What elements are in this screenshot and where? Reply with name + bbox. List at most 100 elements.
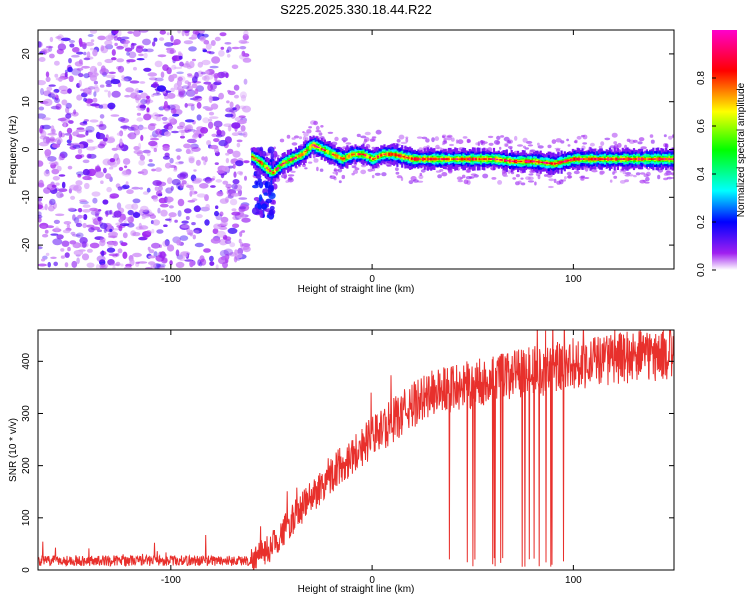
spectrogram-tone-cell [507, 160, 510, 162]
spectrogram-noise-cell [241, 217, 251, 223]
spectrogram-tone-cell [558, 161, 562, 164]
spectrogram-noise-cell [221, 165, 230, 172]
spectrogram-tone-cell [537, 161, 541, 163]
spectrogram-tone-cell [608, 158, 611, 160]
spectrogram-noise-cell [194, 242, 204, 248]
spectrogram-tone-cell [599, 158, 602, 160]
spectrogram-tone-cell [354, 151, 357, 157]
spectrogram-tone-cell [257, 160, 260, 162]
spectrogram-noise-cell [210, 185, 216, 188]
spectrogram-y-axis-title: Frequency (Hz) [8, 116, 19, 185]
spectrogram-noise-cell [119, 138, 123, 146]
spectrogram-noise-cell [131, 203, 139, 210]
spectrogram-speckle-cell [624, 174, 631, 177]
spectrogram-speckle-cell [315, 130, 322, 133]
spectrogram-noise-cell [104, 58, 114, 64]
spectrogram-noise-cell [158, 106, 165, 111]
spectrogram-noise-cell [209, 261, 215, 266]
spectrogram-speckle-cell [283, 172, 288, 178]
spectrogram-noise-cell [235, 104, 240, 111]
spectrogram-noise-cell [173, 39, 181, 45]
spectrogram-noise-cell [81, 65, 91, 69]
spectrogram-noise-cell [105, 74, 116, 79]
spectrogram-noise-cell [176, 125, 184, 130]
spectrogram-tone-cell [517, 160, 520, 163]
spectrogram-x-tick-label: 0 [369, 274, 375, 285]
spectrogram-speckle-cell [338, 180, 342, 184]
spectrogram-tone-cell [618, 158, 621, 160]
spectrogram-noise-cell [41, 124, 52, 130]
spectrogram-noise-cell [107, 90, 111, 98]
spectrogram-tone-cell [578, 158, 581, 160]
spectrogram-noise-cell [77, 148, 83, 154]
spectrogram-noise-cell [78, 79, 82, 88]
spectrogram-noise-cell [208, 51, 215, 55]
spectrogram-tone-cell [339, 157, 343, 159]
spectrogram-noise-cell [146, 149, 151, 157]
spectrogram-tone-cell [547, 162, 550, 164]
spectrogram-speckle-cell [442, 135, 445, 139]
spectrogram-noise-cell [159, 251, 166, 259]
spectrogram-noise-cell [202, 49, 208, 53]
spectrogram-noise-cell [119, 223, 130, 227]
spectrogram-noise-cell [38, 113, 47, 119]
spectrogram-noise-cell [117, 65, 125, 73]
spectrogram-noise-cell [157, 54, 167, 58]
spectrogram-speckle-cell [354, 167, 360, 171]
spectrogram-noise-cell [203, 81, 212, 85]
spectrogram-noise-cell [242, 131, 248, 138]
spectrogram-tone-cell [645, 157, 648, 161]
spectrogram-noise-cell [191, 134, 199, 140]
spectrogram-speckle-cell [408, 180, 414, 185]
spectrogram-noise-cell [111, 57, 117, 61]
spectrogram-noise-cell [233, 171, 237, 178]
spectrogram-noise-cell [171, 178, 181, 186]
spectrogram-tone-cell [391, 153, 394, 156]
snr-x-tick-label: 100 [565, 575, 582, 586]
spectrogram-noise-cell [105, 80, 113, 86]
spectrogram-noise-cell [156, 181, 167, 187]
spectrogram-tone-cell [298, 154, 301, 158]
spectrogram-tone-cell [431, 158, 434, 160]
spectrogram-noise-cell [72, 144, 82, 149]
spectrogram-noise-cell [95, 171, 104, 178]
spectrogram-speckle-cell [537, 145, 544, 149]
spectrogram-tone-cell [404, 155, 407, 159]
spectrogram-noise-cell [109, 193, 120, 199]
spectrogram-tone-cell [533, 160, 536, 163]
spectrogram-noise-cell [151, 168, 156, 172]
spectrogram-speckle-cell [293, 135, 300, 139]
spectrogram-noise-cell [216, 169, 225, 174]
spectrogram-noise-cell [49, 36, 54, 43]
spectrogram-tone-cell [331, 153, 334, 155]
spectrogram-noise-cell [199, 183, 209, 189]
spectrogram-noise-cell [111, 90, 121, 98]
spectrogram-noise-cell [169, 157, 174, 164]
spectrogram-noise-cell [83, 73, 90, 79]
spectrogram-noise-cell [51, 91, 58, 98]
spectrogram-noise-cell [139, 81, 146, 84]
spectrogram-noise-cell [130, 89, 139, 96]
spectrogram-speckle-cell [507, 145, 513, 149]
spectrogram-speckle-cell [583, 177, 590, 179]
spectrogram-tone-cell [351, 153, 354, 156]
spectrogram-speckle-cell [470, 173, 477, 176]
spectrogram-tone-cell [620, 158, 623, 160]
spectrogram-noise-cell [181, 253, 188, 258]
spectrogram-tone-cell [396, 154, 399, 157]
spectrogram-tone-cell [573, 158, 576, 160]
spectrogram-speckle-cell [663, 172, 669, 176]
spectrogram-noise-cell [93, 80, 98, 85]
spectrogram-tone-cell [385, 152, 388, 156]
spectrogram-noise-cell [63, 221, 72, 225]
spectrogram-speckle-cell [574, 139, 578, 144]
spectrogram-noise-cell [82, 175, 92, 181]
spectrogram-noise-cell [63, 122, 67, 128]
spectrogram-tone-cell [649, 158, 652, 160]
spectrogram-speckle-cell [626, 138, 631, 142]
spectrogram-tone-cell [352, 153, 355, 155]
spectrogram-noise-cell [76, 215, 85, 219]
spectrogram-speckle-cell [517, 180, 522, 185]
spectrogram-noise-cell [108, 166, 114, 170]
spectrogram-speckle-cell [613, 169, 617, 174]
